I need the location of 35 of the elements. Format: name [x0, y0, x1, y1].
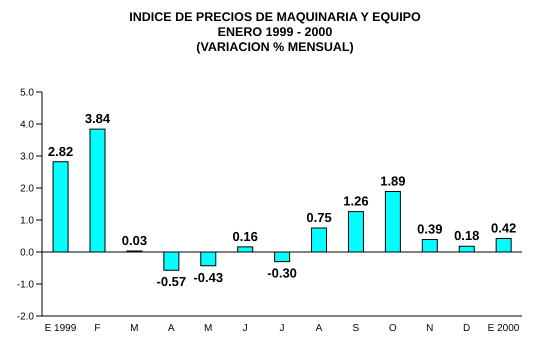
y-tick-label: -2.0: [16, 312, 34, 323]
data-label: 1.89: [380, 174, 406, 189]
x-tick-label: S: [352, 323, 360, 334]
x-tick-label: F: [94, 323, 100, 334]
data-label: 0.03: [122, 233, 148, 248]
data-label: 0.42: [491, 220, 516, 236]
y-tick-label: 0.0: [20, 248, 34, 259]
y-tick-label: 2.0: [20, 184, 34, 195]
x-tick-label: N: [426, 323, 434, 334]
x-tick-label: J: [280, 323, 284, 334]
x-tick-label: D: [463, 323, 470, 334]
data-label: 0.18: [454, 228, 480, 244]
x-tick-label: J: [242, 323, 248, 334]
x-tick-label: A: [168, 323, 175, 334]
data-label: 2.82: [48, 144, 74, 159]
y-tick-label: -1.0: [16, 280, 34, 291]
data-label: 0.16: [232, 228, 258, 244]
data-label: 0.39: [417, 222, 442, 237]
x-tick-label: E 2000: [488, 323, 520, 334]
x-tick-label: E 1999: [44, 323, 77, 334]
y-tick-label: 1.0: [20, 216, 34, 227]
y-tick-label: 5.0: [20, 88, 34, 99]
x-tick-label: O: [388, 323, 397, 334]
chart-title: INDICE DE PRECIOS DE MAQUINARIA Y EQUIPO ENERO 1999 - 2000 (VARIACION % MENSUAL): [128, 10, 422, 55]
data-label: 3.84: [84, 111, 111, 126]
data-label: 1.26: [343, 194, 369, 209]
data-label: 0.75: [306, 210, 332, 225]
data-label: -0.43: [193, 270, 224, 285]
y-tick-label: 4.0: [20, 120, 34, 131]
x-tick-label: M: [204, 323, 212, 334]
x-tick-label: M: [130, 323, 138, 334]
data-label: -0.30: [267, 266, 297, 281]
y-tick-label: 3.0: [20, 152, 34, 163]
data-label: -0.57: [156, 274, 186, 290]
x-tick-label: A: [316, 323, 323, 334]
